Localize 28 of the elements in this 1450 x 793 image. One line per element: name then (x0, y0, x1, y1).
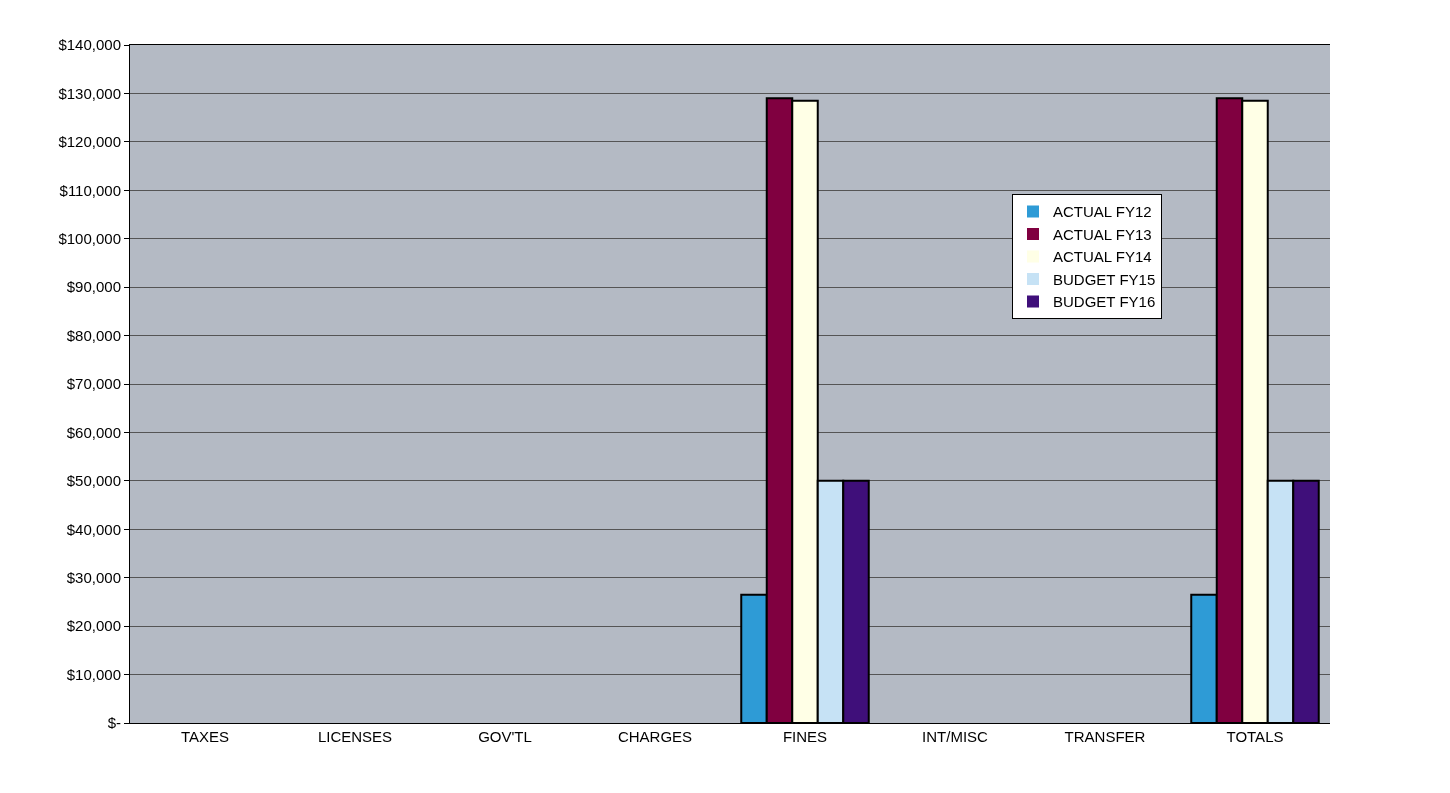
y-tick-label: $60,000 (66, 423, 121, 441)
x-tick-label: TOTALS (1226, 728, 1284, 745)
y-tick-label: $40,000 (66, 520, 121, 538)
y-tick-label: $80,000 (66, 326, 121, 344)
x-tick-label: TAXES (180, 728, 230, 745)
legend-label: BUDGET FY16 (1053, 293, 1156, 311)
x-tick-label: TRANSFER (1064, 728, 1146, 745)
y-tick-label: $90,000 (66, 278, 121, 296)
x-tick-label: FINES (782, 728, 828, 745)
y-tick-label: $10,000 (66, 665, 121, 683)
legend-label: ACTUAL FY12 (1053, 203, 1152, 221)
x-tick-label: GOV'TL (478, 728, 532, 745)
y-tick-label: $20,000 (66, 617, 121, 635)
y-tick-label: $120,000 (58, 133, 121, 151)
y-tick-label: $140,000 (58, 36, 121, 54)
x-tick-label: CHARGES (617, 728, 693, 745)
y-tick-label: $100,000 (58, 229, 121, 247)
y-tick-label: $50,000 (66, 472, 121, 490)
y-tick-label: $110,000 (59, 181, 121, 199)
y-tick-label: $130,000 (58, 84, 121, 102)
y-tick-label: $- (107, 714, 121, 732)
legend-label: BUDGET FY15 (1053, 270, 1156, 288)
legend-label: ACTUAL FY14 (1053, 248, 1152, 266)
x-tick-label: INT/MISC (922, 728, 989, 745)
y-tick-label: $70,000 (66, 375, 121, 393)
y-tick-label: $30,000 (66, 568, 121, 586)
x-tick-label: LICENSES (317, 728, 393, 745)
legend-label: ACTUAL FY13 (1053, 225, 1152, 243)
